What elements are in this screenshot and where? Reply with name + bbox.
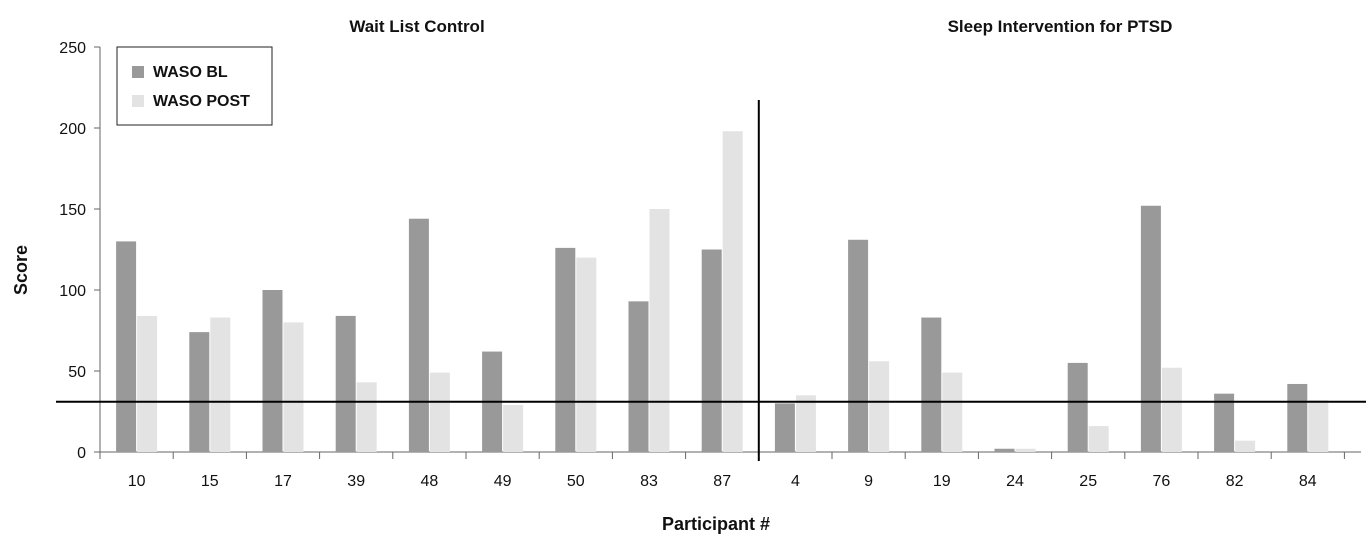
y-tick-label: 50 bbox=[68, 364, 86, 381]
y-tick-label: 0 bbox=[77, 445, 86, 462]
y-tick-label: 100 bbox=[59, 283, 86, 300]
y-axis-title: Score bbox=[11, 245, 31, 295]
labels: Score Participant # Wait List Control Sl… bbox=[11, 17, 1172, 534]
bar-waso-bl-p84 bbox=[1287, 383, 1308, 452]
x-tick-label: 48 bbox=[421, 473, 439, 490]
bar-waso-bl-p24 bbox=[994, 448, 1015, 452]
legend-swatch-waso-post bbox=[132, 95, 144, 107]
y-tick-label: 200 bbox=[59, 121, 86, 138]
x-tick-label: 39 bbox=[347, 473, 365, 490]
x-axis-title: Participant # bbox=[662, 514, 770, 534]
legend-box bbox=[116, 46, 273, 126]
group-title-sleep-intervention: Sleep Intervention for PTSD bbox=[948, 17, 1173, 36]
bar-waso-post-p15 bbox=[210, 317, 231, 452]
bar-waso-post-p76 bbox=[1161, 367, 1182, 452]
group-title-wait-list-control: Wait List Control bbox=[349, 17, 484, 36]
y-tick-label: 150 bbox=[59, 202, 86, 219]
x-tick-label: 15 bbox=[201, 473, 219, 490]
x-tick-label: 9 bbox=[864, 473, 873, 490]
bar-waso-post-p9 bbox=[869, 361, 890, 452]
bar-waso-bl-p50 bbox=[555, 247, 576, 452]
x-tick-label: 19 bbox=[933, 473, 951, 490]
x-tick-label: 17 bbox=[274, 473, 292, 490]
bar-waso-post-p87 bbox=[722, 131, 743, 453]
bar-waso-bl-p15 bbox=[189, 332, 210, 452]
bar-waso-post-p10 bbox=[137, 315, 158, 452]
bar-waso-post-p19 bbox=[942, 372, 963, 452]
bar-waso-bl-p10 bbox=[116, 241, 137, 452]
x-tick-label: 49 bbox=[494, 473, 512, 490]
x-tick-label: 83 bbox=[640, 473, 658, 490]
bar-waso-bl-p39 bbox=[335, 315, 356, 452]
bar-waso-post-p50 bbox=[576, 257, 597, 452]
x-tick-label: 76 bbox=[1153, 473, 1171, 490]
x-tick-label: 24 bbox=[1006, 473, 1024, 490]
bar-waso-post-p82 bbox=[1235, 440, 1256, 452]
bar-waso-bl-p4 bbox=[774, 403, 795, 452]
x-tick-label: 87 bbox=[713, 473, 731, 490]
bar-waso-bl-p48 bbox=[408, 218, 429, 452]
x-tick-label: 82 bbox=[1226, 473, 1244, 490]
x-tick-label: 50 bbox=[567, 473, 585, 490]
bar-waso-bl-p17 bbox=[262, 290, 283, 452]
bar-waso-post-p17 bbox=[283, 322, 304, 452]
bars bbox=[56, 100, 1366, 461]
x-tick-label: 10 bbox=[128, 473, 146, 490]
bar-waso-bl-p76 bbox=[1140, 205, 1161, 452]
bar-waso-post-p48 bbox=[429, 372, 450, 452]
legend: WASO BL WASO POST bbox=[116, 46, 273, 126]
x-tick-label: 4 bbox=[791, 473, 800, 490]
legend-label-waso-post: WASO POST bbox=[153, 93, 250, 110]
bar-waso-post-p25 bbox=[1088, 426, 1109, 452]
y-tick-label: 250 bbox=[59, 40, 86, 57]
bar-waso-post-p39 bbox=[356, 382, 377, 452]
bar-waso-bl-p87 bbox=[701, 249, 722, 452]
legend-label-waso-bl: WASO BL bbox=[153, 64, 228, 81]
bar-waso-post-p49 bbox=[503, 405, 524, 452]
bar-waso-bl-p83 bbox=[628, 301, 649, 452]
bar-waso-bl-p25 bbox=[1067, 362, 1088, 452]
bar-waso-bl-p82 bbox=[1214, 393, 1235, 452]
bar-waso-post-p4 bbox=[795, 395, 816, 452]
bar-waso-post-p24 bbox=[1015, 448, 1036, 452]
x-tick-label: 84 bbox=[1299, 473, 1317, 490]
legend-swatch-waso-bl bbox=[132, 66, 144, 78]
bar-waso-bl-p19 bbox=[921, 317, 942, 452]
x-tick-label: 25 bbox=[1079, 473, 1097, 490]
bar-waso-post-p83 bbox=[649, 209, 670, 452]
bar-waso-bl-p9 bbox=[848, 239, 869, 452]
bar-waso-post-p84 bbox=[1308, 400, 1329, 452]
